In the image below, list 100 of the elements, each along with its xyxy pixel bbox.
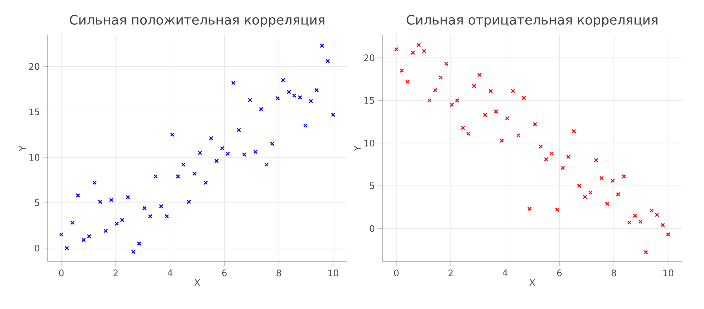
point [400,68,404,74]
point [104,228,108,234]
point [633,214,638,218]
point [610,178,616,184]
point [120,218,125,222]
y-tick-label: 15 [30,108,40,116]
point [209,136,214,141]
point [516,134,521,138]
point [148,214,153,219]
point [406,80,410,84]
x-tick-label: 8 [276,270,282,277]
point [416,43,422,48]
point [270,142,275,146]
y-tick-label: 0 [35,244,40,252]
point [326,59,330,64]
y-axis-title: Y [19,146,26,152]
x-tick-label: 4 [502,270,508,276]
x-axis-title: X [530,279,536,286]
point [494,110,499,114]
chart-title: Сильная отрицательная корреляция [407,15,658,28]
point [455,98,460,103]
x-tick-label: 6 [222,270,227,277]
point [660,223,666,228]
x-tick-label: 8 [612,270,616,277]
point [137,242,142,246]
point [505,116,510,121]
point [444,62,449,66]
point [638,220,643,224]
point [560,166,566,170]
y-tick-label: 10 [30,154,40,161]
point [644,250,648,255]
point [627,220,632,225]
y-tick-label: 0 [370,225,375,232]
y-tick-label: 10 [364,140,375,147]
point [82,238,86,242]
point [214,159,219,164]
y-tick-label: 15 [364,97,374,104]
x-tick-label: 10 [664,270,674,277]
point [114,222,120,226]
point [159,204,164,209]
point [572,129,576,134]
point [511,89,516,94]
point [231,80,236,86]
point [176,174,180,179]
point [142,206,147,211]
y-tick-label: 5 [35,200,40,206]
point [600,176,604,181]
point [236,128,242,133]
y-axis-title: Y [354,146,361,152]
point [59,232,64,237]
point [70,220,75,226]
point [226,152,230,156]
x-tick-label: 2 [448,270,453,276]
point [109,198,114,202]
point [616,192,621,197]
x-axis-title: X [194,279,200,286]
point [181,162,186,168]
x-tick-label: 4 [168,270,173,276]
point [276,96,280,101]
point [394,47,399,52]
point [98,200,103,204]
point [281,78,286,83]
point [438,75,444,80]
point [577,184,582,188]
point [555,208,560,212]
point [126,195,130,200]
point [533,122,538,127]
point [544,157,549,162]
point [320,44,324,48]
point [198,150,202,156]
point [264,162,270,168]
point [308,99,314,104]
point [594,158,599,163]
point [650,208,654,213]
point [259,107,264,112]
point [220,146,225,151]
y-tick-label: 5 [370,182,374,190]
point [666,232,671,237]
point [164,214,170,219]
point [64,246,70,251]
point [248,98,252,103]
point [472,84,477,88]
x-tick-label: 10 [328,270,339,277]
point [76,194,80,198]
point [87,234,92,239]
point [410,50,416,56]
point [478,72,482,78]
point [655,212,660,218]
x-tick-label: 2 [114,270,118,276]
point [566,154,571,160]
point [522,96,526,100]
point [460,126,466,130]
point [466,132,471,136]
point [192,172,197,176]
point [242,152,247,158]
x-tick-label: 0 [59,270,64,277]
point [433,88,438,93]
x-tick-label: 6 [557,270,562,277]
point [483,113,488,118]
point [170,132,175,138]
